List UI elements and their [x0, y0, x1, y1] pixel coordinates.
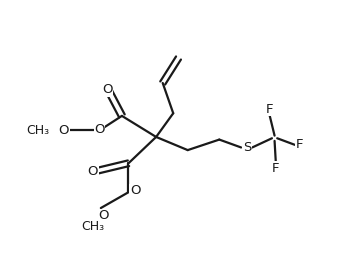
- Text: O: O: [88, 165, 98, 178]
- Text: O: O: [94, 123, 105, 136]
- Text: F: F: [266, 103, 273, 116]
- Text: O: O: [130, 184, 140, 197]
- Text: O: O: [59, 124, 69, 137]
- Text: F: F: [272, 162, 280, 175]
- Text: S: S: [243, 141, 251, 154]
- Text: F: F: [296, 138, 303, 151]
- Text: CH₃: CH₃: [81, 220, 105, 233]
- Text: O: O: [102, 83, 113, 96]
- Text: CH₃: CH₃: [26, 124, 50, 137]
- Text: O: O: [98, 209, 109, 222]
